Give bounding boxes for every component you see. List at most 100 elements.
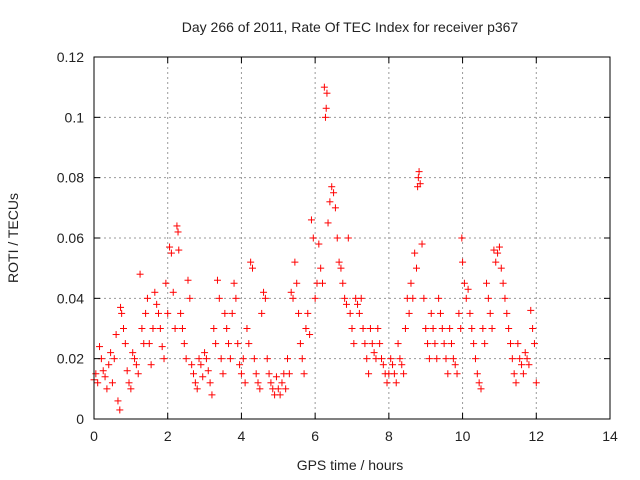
data-point	[287, 288, 295, 296]
data-point	[107, 349, 115, 357]
data-point	[263, 355, 271, 363]
data-point	[184, 276, 192, 284]
data-point	[204, 367, 212, 375]
data-point	[276, 391, 284, 399]
data-point	[94, 379, 102, 387]
data-point	[331, 204, 339, 212]
data-point	[374, 325, 382, 332]
axis-ticks	[93, 56, 611, 420]
data-point	[201, 349, 209, 357]
data-point	[342, 300, 350, 308]
data-point	[506, 340, 514, 348]
data-point	[486, 309, 494, 317]
data-point	[254, 379, 262, 387]
data-point	[291, 258, 299, 266]
data-point	[411, 249, 419, 257]
data-point	[330, 189, 338, 197]
data-point	[155, 309, 162, 317]
data-point	[158, 343, 166, 351]
data-point	[483, 279, 491, 287]
data-point	[295, 309, 303, 317]
data-point	[260, 288, 268, 296]
data-point	[267, 379, 275, 387]
data-point	[389, 361, 397, 369]
data-point	[357, 294, 365, 302]
data-point	[490, 246, 498, 254]
data-point	[225, 340, 233, 348]
data-point	[464, 285, 472, 293]
data-point	[444, 370, 452, 378]
data-point	[99, 367, 107, 375]
data-point	[191, 379, 199, 387]
data-point	[497, 264, 505, 272]
data-point	[92, 370, 100, 378]
data-point	[186, 294, 194, 302]
data-point	[304, 309, 312, 317]
data-point	[328, 183, 336, 191]
data-point	[387, 355, 395, 363]
data-point	[413, 264, 420, 272]
data-point	[208, 391, 216, 399]
x-tick-label: 4	[238, 428, 246, 444]
data-point	[252, 370, 260, 378]
data-point	[392, 379, 400, 387]
data-point	[103, 385, 111, 393]
data-point	[123, 367, 131, 375]
data-point	[319, 279, 327, 287]
data-point	[147, 361, 155, 369]
data-point	[256, 385, 264, 393]
data-points	[90, 83, 540, 414]
data-point	[363, 355, 371, 363]
data-point	[278, 379, 286, 387]
data-point	[424, 340, 432, 348]
data-point	[527, 306, 535, 314]
data-point	[431, 340, 439, 348]
data-point	[221, 309, 229, 317]
data-point	[293, 279, 301, 287]
data-point	[510, 370, 518, 378]
data-point	[370, 349, 378, 357]
data-point	[237, 370, 245, 378]
data-point	[171, 325, 179, 332]
x-tick-label: 6	[311, 428, 319, 444]
data-point	[523, 355, 531, 363]
data-point	[407, 279, 415, 287]
data-point	[365, 370, 373, 378]
data-point	[425, 355, 433, 363]
data-point	[153, 300, 161, 308]
data-point	[296, 340, 304, 348]
data-point	[390, 370, 398, 378]
data-point	[239, 355, 247, 363]
data-point	[243, 325, 251, 332]
data-point	[516, 355, 524, 363]
data-point	[162, 279, 170, 287]
data-point	[341, 294, 349, 302]
data-point	[460, 279, 468, 287]
data-point	[468, 325, 476, 332]
data-point	[166, 243, 174, 251]
data-point	[121, 340, 129, 348]
data-point	[440, 340, 448, 348]
data-point	[202, 355, 210, 363]
y-tick-label: 0.02	[57, 351, 84, 367]
data-point	[142, 309, 150, 317]
data-point	[114, 397, 122, 405]
data-point	[169, 288, 177, 296]
data-point	[401, 325, 409, 332]
data-point	[206, 379, 214, 387]
data-point	[320, 83, 328, 91]
data-point	[503, 309, 511, 317]
data-point	[223, 325, 231, 332]
data-point	[143, 294, 151, 302]
data-point	[529, 325, 537, 332]
data-point	[199, 373, 207, 381]
data-point	[132, 361, 140, 369]
data-point	[236, 361, 244, 369]
plot-frame	[93, 56, 611, 420]
x-tick-label: 2	[164, 428, 172, 444]
y-axis-label: ROTI / TECUs	[5, 193, 21, 283]
data-point	[508, 355, 516, 363]
x-axis-label: GPS time / hours	[297, 457, 404, 473]
data-point	[459, 258, 467, 266]
data-point	[368, 340, 376, 348]
